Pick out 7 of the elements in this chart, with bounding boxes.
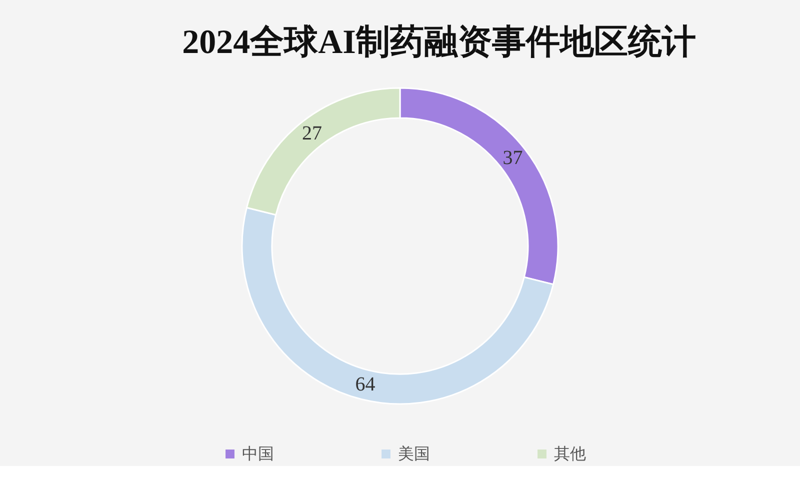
legend-label: 其他 [554,444,586,463]
data-label: 37 [502,147,523,170]
legend-label: 美国 [398,444,430,463]
chart-title: 2024全球AI制药融资事件地区统计 [182,23,696,61]
legend-label: 中国 [242,444,274,463]
data-label: 64 [355,374,376,396]
data-label: 27 [302,122,322,144]
